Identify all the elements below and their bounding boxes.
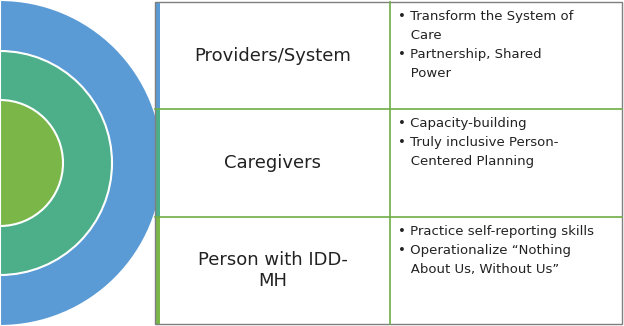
Text: • Capacity-building
• Truly inclusive Person-
   Centered Planning: • Capacity-building • Truly inclusive Pe… [398, 117, 558, 168]
Bar [155, 217, 160, 324]
Bar [155, 109, 160, 217]
Text: Providers/System: Providers/System [194, 47, 351, 65]
Wedge shape [0, 51, 112, 275]
Bar [155, 2, 622, 324]
Text: Person with IDD-
MH: Person with IDD- MH [198, 251, 348, 290]
Wedge shape [0, 100, 63, 226]
Text: • Practice self-reporting skills
• Operationalize “Nothing
   About Us, Without : • Practice self-reporting skills • Opera… [398, 225, 594, 276]
Bar [155, 2, 160, 109]
Text: Caregivers: Caregivers [224, 154, 321, 172]
Wedge shape [0, 0, 163, 326]
Text: • Transform the System of
   Care
• Partnership, Shared
   Power: • Transform the System of Care • Partner… [398, 10, 573, 80]
